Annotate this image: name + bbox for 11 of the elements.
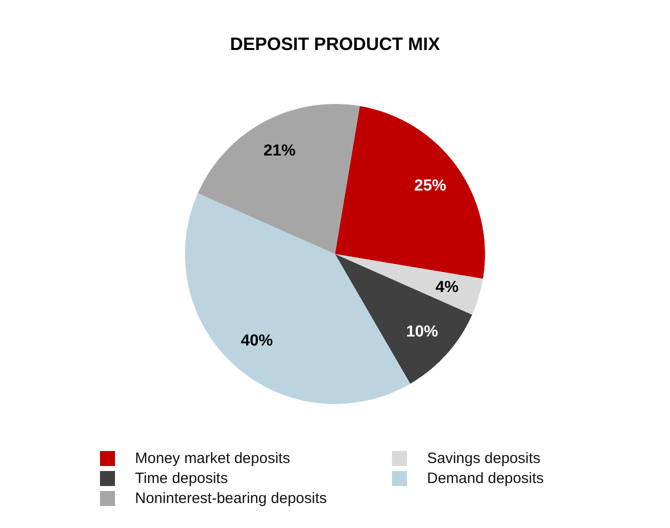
chart-title: DEPOSIT PRODUCT MIX [230, 34, 440, 54]
legend-label: Noninterest-bearing deposits [135, 490, 327, 507]
data-label: 4% [436, 279, 459, 296]
data-label: 21% [264, 142, 296, 160]
legend-label: Money market deposits [135, 450, 290, 467]
data-label: 25% [414, 178, 446, 195]
data-label: 10% [406, 324, 438, 341]
data-label: 40% [240, 332, 273, 350]
legend-label: Demand deposits [427, 470, 544, 487]
legend-label: Savings deposits [427, 450, 540, 467]
legend-label: Time deposits [135, 470, 228, 487]
